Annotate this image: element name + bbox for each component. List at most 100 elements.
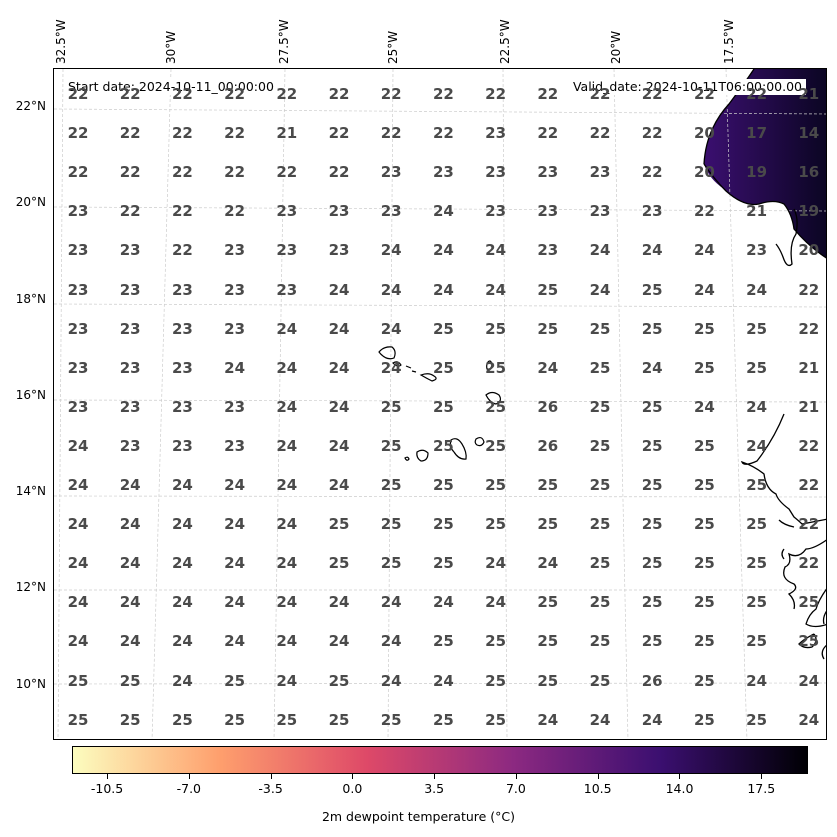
grid-value: 25 <box>432 319 454 338</box>
grid-value: 23 <box>589 202 611 221</box>
grid-value: 24 <box>224 554 246 573</box>
grid-value: 24 <box>485 241 507 260</box>
grid-value: 25 <box>798 593 820 612</box>
grid-value: 25 <box>537 671 559 690</box>
grid-value: 23 <box>67 241 89 260</box>
grid-value: 24 <box>746 397 768 416</box>
grid-value: 25 <box>798 632 820 651</box>
grid-value: 23 <box>276 280 298 299</box>
valid-date-label: Valid_date: 2024-10-11T06:00:00.00 <box>568 79 806 95</box>
grid-value: 24 <box>328 476 350 494</box>
grid-value: 17 <box>746 124 768 143</box>
grid-value: 21 <box>746 202 768 221</box>
grid-value: 24 <box>276 436 298 455</box>
grid-value: 25 <box>328 710 350 729</box>
grid-value: 24 <box>67 554 89 573</box>
grid-value: 22 <box>328 85 350 103</box>
grid-value: 24 <box>432 280 454 299</box>
colorbar-tick-mark <box>434 774 436 779</box>
grid-value: 24 <box>641 358 663 377</box>
grid-value: 25 <box>224 671 246 690</box>
graticule <box>54 69 826 739</box>
colorbar-tick-label: 7.0 <box>505 781 526 796</box>
grid-value: 25 <box>380 476 402 494</box>
island-brava <box>404 456 410 461</box>
grid-value: 23 <box>171 436 193 455</box>
grid-value: 25 <box>693 476 715 494</box>
grid-value: 24 <box>171 476 193 494</box>
grid-value: 22 <box>380 85 402 103</box>
lat-label-16n: 16°N <box>15 388 46 402</box>
colorbar-title: 2m dewpoint temperature (°C) <box>321 809 516 824</box>
grid-value: 22 <box>171 124 193 143</box>
grid-value: 14 <box>798 124 820 143</box>
grid-value: 23 <box>537 202 559 221</box>
grid-value: 24 <box>171 671 193 690</box>
grid-value: 20 <box>693 124 715 143</box>
grid-value: 26 <box>537 436 559 455</box>
grid-value: 23 <box>276 241 298 260</box>
grid-value: 23 <box>67 202 89 221</box>
grid-value: 22 <box>641 124 663 143</box>
grid-value: 25 <box>119 671 141 690</box>
grid-value: 23 <box>119 358 141 377</box>
grid-value: 22 <box>276 163 298 182</box>
grid-value: 25 <box>589 632 611 651</box>
grid-value: 22 <box>171 202 193 221</box>
grid-value: 22 <box>67 85 89 103</box>
grid-value: 23 <box>119 397 141 416</box>
grid-value: 25 <box>432 632 454 651</box>
grid-value: 25 <box>693 554 715 573</box>
grid-value: 23 <box>589 163 611 182</box>
grid-value: 25 <box>746 632 768 651</box>
grid-value: 23 <box>537 241 559 260</box>
grid-value: 25 <box>224 710 246 729</box>
grid-value: 24 <box>276 397 298 416</box>
grid-value: 22 <box>641 85 663 103</box>
grid-value: 25 <box>171 710 193 729</box>
grid-value: 22 <box>798 280 820 299</box>
grid-value: 22 <box>798 515 820 534</box>
lat-label-14n: 14°N <box>15 484 46 498</box>
grid-value: 25 <box>693 710 715 729</box>
grid-value: 23 <box>119 436 141 455</box>
grid-value: 23 <box>276 202 298 221</box>
grid-value: 23 <box>119 241 141 260</box>
grid-value: 25 <box>746 358 768 377</box>
grid-value: 24 <box>537 710 559 729</box>
grid-value: 25 <box>485 358 507 377</box>
grid-value: 24 <box>67 476 89 494</box>
grid-value: 22 <box>171 163 193 182</box>
grid-value: 25 <box>380 710 402 729</box>
grid-value: 25 <box>693 515 715 534</box>
grid-value: 25 <box>432 397 454 416</box>
grid-value: 24 <box>119 632 141 651</box>
grid-value: 25 <box>641 554 663 573</box>
grid-value: 25 <box>485 476 507 494</box>
colorbar-tick-mark <box>352 774 354 779</box>
grid-value: 21 <box>798 397 820 416</box>
grid-value: 25 <box>432 436 454 455</box>
grid-value: 25 <box>589 671 611 690</box>
grid-value: 25 <box>641 593 663 612</box>
grid-value: 24 <box>380 241 402 260</box>
grid-value: 22 <box>798 436 820 455</box>
grid-value: 25 <box>746 476 768 494</box>
grid-value: 25 <box>432 515 454 534</box>
grid-value: 25 <box>693 319 715 338</box>
island-boa-vista <box>485 391 502 405</box>
grid-value: 25 <box>641 436 663 455</box>
grid-value: 25 <box>746 554 768 573</box>
grid-value: 25 <box>589 358 611 377</box>
colorbar-tick-label: -10.5 <box>90 781 124 796</box>
grid-value: 20 <box>693 163 715 182</box>
cape-verde-islands <box>378 346 502 462</box>
grid-value: 24 <box>380 593 402 612</box>
grid-value: 25 <box>485 671 507 690</box>
lon-label-30w: 30°W <box>164 30 178 64</box>
grid-value: 25 <box>67 710 89 729</box>
grid-value: 24 <box>380 280 402 299</box>
grid-value: 24 <box>276 632 298 651</box>
grid-value: 25 <box>589 593 611 612</box>
grid-value: 24 <box>328 593 350 612</box>
